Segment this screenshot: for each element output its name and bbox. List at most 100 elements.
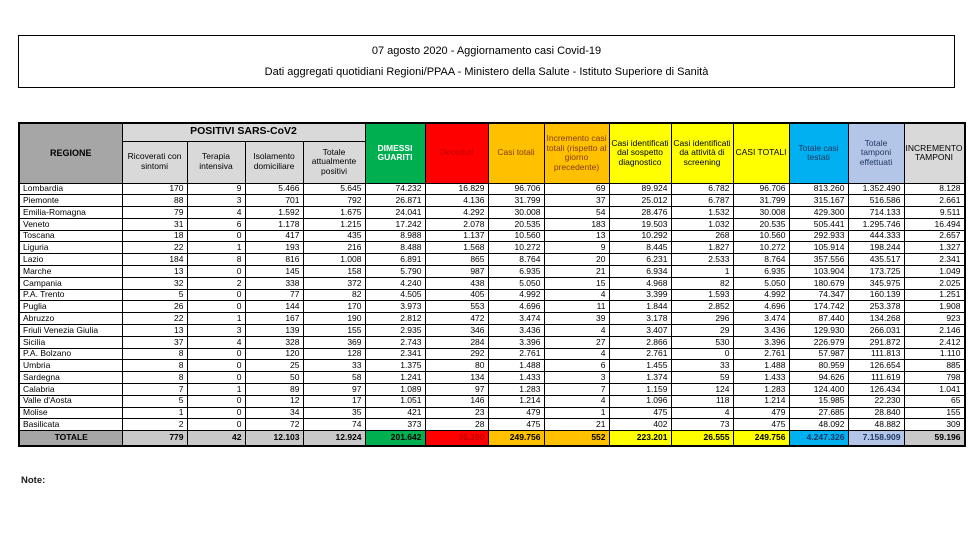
value-cell: 73 [670, 418, 734, 432]
value-cell: 23 [424, 406, 489, 420]
region-name-cell: Puglia [18, 300, 123, 314]
value-cell: 372 [302, 276, 366, 290]
value-cell: 3.436 [732, 324, 790, 337]
value-cell: 25 [244, 359, 304, 373]
value-cell: 198.244 [847, 241, 905, 255]
value-cell: 126.654 [847, 359, 905, 373]
table-row: Liguria 22 1 193 216 8.488 1.568 10.272 9 8.445 1.… [18, 241, 965, 255]
value-cell: 13 [543, 229, 610, 243]
value-cell: 373 [364, 418, 426, 432]
value-cell: 1.159 [608, 383, 672, 396]
value-cell: 96.706 [732, 182, 790, 196]
value-cell: 5 [121, 394, 188, 408]
value-cell: 19.503 [608, 217, 672, 231]
value-cell: 1.433 [732, 371, 790, 385]
value-cell: 2.935 [364, 324, 426, 337]
value-cell: 10.292 [608, 229, 672, 243]
value-cell: 345.975 [847, 276, 905, 290]
value-cell: 37 [543, 194, 610, 208]
table-row: Veneto 31 6 1.178 1.215 17.242 2.078 20.535 183 1… [18, 217, 965, 231]
value-cell: 144 [244, 300, 304, 314]
value-cell: 2.341 [364, 347, 426, 361]
value-cell: 798 [903, 371, 965, 385]
table-row: Valle d'Aosta 5 0 12 17 1.051 146 1.214 4 1.096 11… [18, 394, 965, 408]
value-cell: 1.283 [732, 383, 790, 396]
value-cell: 0 [186, 406, 246, 420]
table-row: Abruzzo 22 1 167 190 2.812 472 3.474 39 3.178 296 3… [18, 312, 965, 326]
value-cell: 4.505 [364, 288, 426, 302]
header-isolamento: Isolamento domiciliare [244, 140, 304, 184]
value-cell: 2.341 [903, 253, 965, 267]
value-cell: 10.272 [487, 241, 545, 255]
table-row: Friuli Venezia Giulia 13 3 139 155 2.935 346 3.… [18, 324, 965, 337]
header-deceduti: Deceduti [424, 122, 489, 184]
region-name-cell: Liguria [18, 241, 123, 255]
value-cell: 97 [424, 383, 489, 396]
header-incremento-tamponi: INCREMENTO TAMPONI [903, 122, 965, 184]
region-name-cell: Valle d'Aosta [18, 394, 123, 408]
table-row: Umbria 8 0 25 33 1.375 80 1.488 6 1.455 33 1.488 80.… [18, 359, 965, 373]
covid-data-table: REGIONE POSITIVI SARS-CoV2 DIMESSI GUARI… [18, 122, 966, 447]
value-cell: 3 [186, 194, 246, 208]
value-cell: 2.761 [487, 347, 545, 361]
value-cell: 923 [903, 312, 965, 326]
value-cell: 184 [121, 253, 188, 267]
value-cell: 505.441 [788, 217, 849, 231]
value-cell: 1 [543, 406, 610, 420]
value-cell: 35 [302, 406, 366, 420]
value-cell: 87.440 [788, 312, 849, 326]
value-cell: 0 [186, 265, 246, 278]
value-cell: 4 [670, 406, 734, 420]
value-cell: 173.725 [847, 265, 905, 278]
total-label-cell: TOTALE [18, 430, 123, 447]
value-cell: 0 [186, 418, 246, 432]
value-cell: 82 [302, 288, 366, 302]
value-cell: 2.761 [608, 347, 672, 361]
value-cell: 1.041 [903, 383, 965, 396]
header-incremento-casi: Incremento casi totali (rispetto al gior… [543, 122, 610, 184]
table-row: Sardegna 8 0 50 58 1.241 134 1.433 3 1.374 59 1.433… [18, 371, 965, 385]
value-cell: 1.241 [364, 371, 426, 385]
value-cell: 1.455 [608, 359, 672, 373]
value-cell: 0 [186, 359, 246, 373]
value-cell: 17.242 [364, 217, 426, 231]
region-name-cell: Piemonte [18, 194, 123, 208]
header-casi-totali: Casi totali [487, 122, 545, 184]
value-cell: 27 [543, 335, 610, 349]
value-cell: 6.935 [732, 265, 790, 278]
value-cell: 266.031 [847, 324, 905, 337]
value-cell: 22 [121, 241, 188, 255]
value-cell: 35.190 [424, 430, 489, 447]
value-cell: 33 [302, 359, 366, 373]
value-cell: 30.008 [732, 206, 790, 219]
value-cell: 74.347 [788, 288, 849, 302]
value-cell: 813.260 [788, 182, 849, 196]
value-cell: 2.025 [903, 276, 965, 290]
table-row: Campania 32 2 338 372 4.240 438 5.050 15 4.968 82 5… [18, 276, 965, 290]
value-cell: 714.133 [847, 206, 905, 219]
value-cell: 1.532 [670, 206, 734, 219]
value-cell: 118 [670, 394, 734, 408]
region-name-cell: Sardegna [18, 371, 123, 385]
header-positivi-group: POSITIVI SARS-CoV2 [121, 122, 366, 142]
report-title-box: 07 agosto 2020 - Aggiornamento casi Covi… [18, 35, 955, 88]
value-cell: 3 [543, 371, 610, 385]
value-cell: 1 [186, 312, 246, 326]
value-cell: 1.096 [608, 394, 672, 408]
value-cell: 12.103 [244, 430, 304, 447]
value-cell: 8.764 [732, 253, 790, 267]
value-cell: 479 [732, 406, 790, 420]
value-cell: 18 [121, 229, 188, 243]
note-label: Note: [21, 475, 46, 486]
value-cell: 96.706 [487, 182, 545, 196]
value-cell: 20.535 [487, 217, 545, 231]
value-cell: 3.396 [732, 335, 790, 349]
value-cell: 3.178 [608, 312, 672, 326]
table-row: Puglia 26 0 144 170 3.973 553 4.696 11 1.844 2.852… [18, 300, 965, 314]
value-cell: 103.904 [788, 265, 849, 278]
value-cell: 26.555 [670, 430, 734, 447]
value-cell: 170 [302, 300, 366, 314]
value-cell: 1.051 [364, 394, 426, 408]
value-cell: 4.992 [732, 288, 790, 302]
value-cell: 28 [424, 418, 489, 432]
